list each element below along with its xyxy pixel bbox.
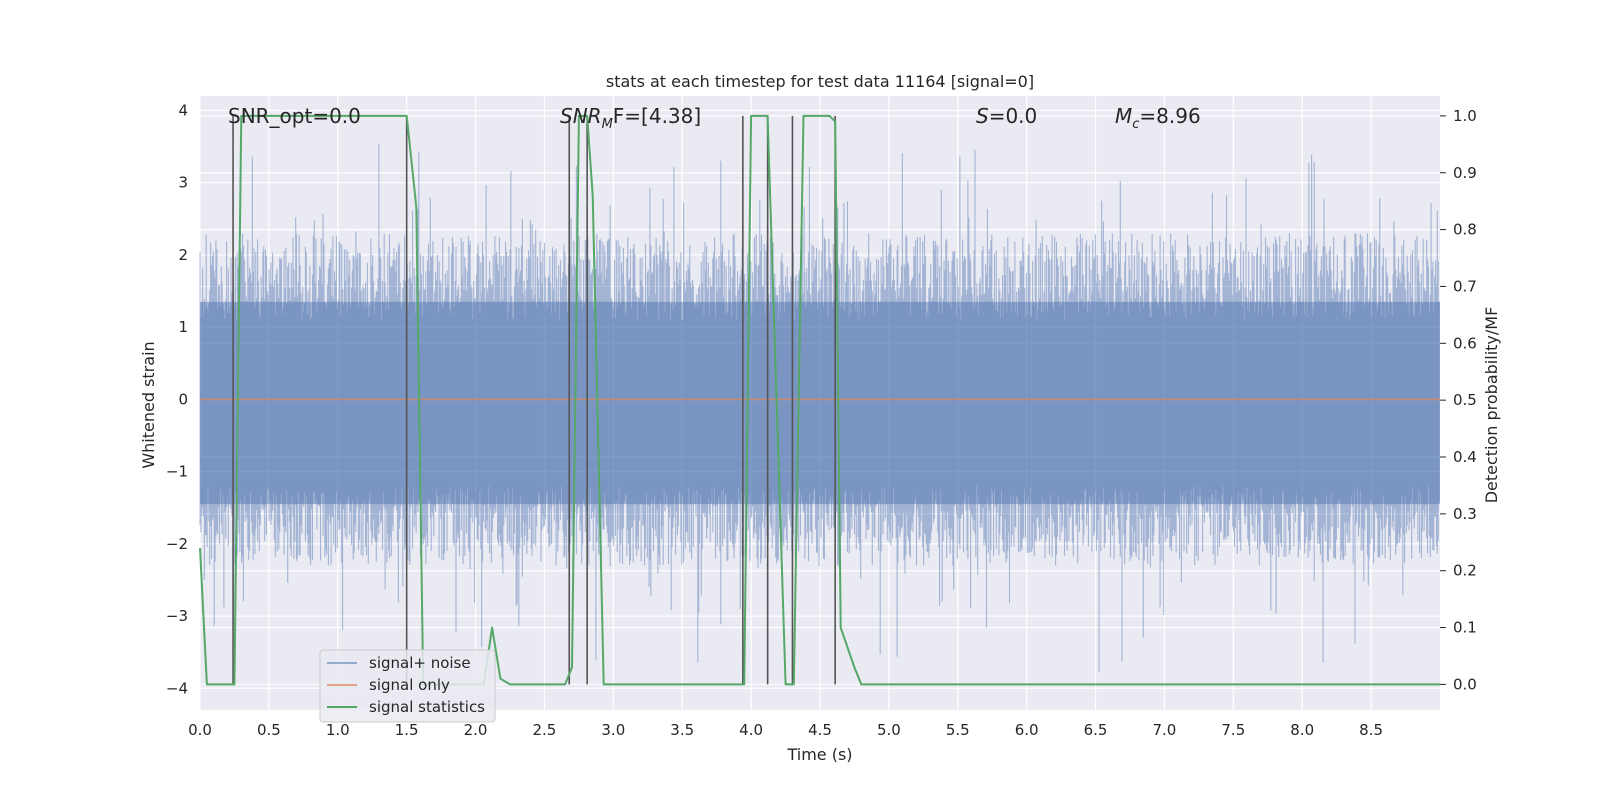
- x-tick-label: 0.0: [188, 721, 212, 739]
- y-tick-label: 1: [178, 318, 188, 336]
- y-right-tick-label: 0.3: [1453, 505, 1477, 523]
- y-right-tick-label: 0.7: [1453, 277, 1477, 295]
- x-tick-label: 6.5: [1084, 721, 1108, 739]
- x-tick-label: 1.0: [326, 721, 350, 739]
- x-axis-ticks: 0.0 0.5 1.0 1.5 2.0 2.5 3.0 3.5 4.0 4.5 5.0 5.5 6.0 6…: [188, 721, 1383, 739]
- x-tick-label: 8.5: [1359, 721, 1383, 739]
- y-right-tick-label: 0.9: [1453, 164, 1477, 182]
- y-tick-label: 3: [178, 174, 188, 192]
- x-tick-label: 8.0: [1290, 721, 1314, 739]
- x-tick-label: 7.5: [1221, 721, 1245, 739]
- annotation-s-base: S: [976, 104, 989, 128]
- annotation-mc: Mc=8.96: [1115, 104, 1201, 132]
- x-tick-label: 5.0: [877, 721, 901, 739]
- x-tick-label: 4.0: [739, 721, 763, 739]
- annotation-mc-tail: =8.96: [1139, 104, 1200, 128]
- x-tick-label: 7.0: [1153, 721, 1177, 739]
- annotation-snr-opt: SNR_opt=0.0: [228, 104, 361, 128]
- x-tick-label: 4.5: [808, 721, 832, 739]
- y-right-tick-label: 1.0: [1453, 107, 1477, 125]
- x-tick-label: 6.0: [1015, 721, 1039, 739]
- y-tick-label: 0: [178, 390, 188, 408]
- y-tick-label: −4: [166, 679, 188, 697]
- y-tick-label: −1: [166, 463, 188, 481]
- y-tick-label: 2: [178, 246, 188, 264]
- annotation-mc-base: M: [1115, 104, 1132, 128]
- y-right-tick-label: 0.0: [1453, 675, 1477, 693]
- signal-statistics-series: [199, 114, 1440, 686]
- legend-label-signal-noise: signal+ noise: [369, 654, 471, 672]
- y-tick-label: −2: [166, 535, 188, 553]
- x-tick-label: 2.5: [533, 721, 557, 739]
- y-right-axis-ticks: 1.0 0.9 0.8 0.7 0.6 0.5 0.4 0.3 0.2 0.1 0.0: [1440, 107, 1477, 693]
- vertical-markers: [232, 115, 836, 685]
- y-right-tick-label: 0.4: [1453, 448, 1477, 466]
- y-right-tick-label: 0.1: [1453, 619, 1477, 637]
- x-tick-label: 2.0: [464, 721, 488, 739]
- y-right-tick-label: 0.5: [1453, 391, 1477, 409]
- y-right-tick-label: 0.6: [1453, 334, 1477, 352]
- annotation-snr-mf: SNRMF=[4.38]: [560, 104, 701, 132]
- legend-label-signal-statistics: signal statistics: [369, 698, 485, 716]
- y-right-axis-label: Detection probability/MF: [1482, 307, 1501, 504]
- x-tick-label: 1.5: [395, 721, 419, 739]
- y-axis-label: Whitened strain: [139, 341, 158, 468]
- annotation-snr-mf-sub: M: [602, 117, 613, 132]
- annotation-mc-sub: c: [1132, 117, 1139, 132]
- annotation-snr-mf-base: SNR: [560, 104, 602, 128]
- x-tick-label: 5.5: [946, 721, 970, 739]
- y-right-tick-label: 0.2: [1453, 562, 1477, 580]
- chart-title: stats at each timestep for test data 111…: [606, 72, 1034, 91]
- grid: [199, 96, 1440, 710]
- y-tick-label: 4: [178, 101, 188, 119]
- y-tick-label: −3: [166, 607, 188, 625]
- y-axis-ticks: 4 3 2 1 0 −1 −2 −3 −4: [166, 101, 188, 697]
- signal-noise-line: [199, 143, 1440, 672]
- signal-statistics-line: [199, 114, 1440, 686]
- x-tick-label: 0.5: [257, 721, 281, 739]
- y-right-tick-label: 0.8: [1453, 221, 1477, 239]
- x-tick-label: 3.0: [601, 721, 625, 739]
- legend: signal+ noise signal only signal statist…: [319, 649, 496, 723]
- x-tick-label: 3.5: [670, 721, 694, 739]
- signal-noise-core: [200, 301, 1440, 505]
- legend-box: [319, 649, 496, 723]
- annotation-snr-mf-tail: F=[4.38]: [613, 104, 701, 128]
- annotation-s-tail: =0.0: [989, 104, 1038, 128]
- x-axis-label: Time (s): [786, 745, 852, 764]
- legend-label-signal-only: signal only: [369, 676, 450, 694]
- annotation-s: S=0.0: [976, 104, 1037, 128]
